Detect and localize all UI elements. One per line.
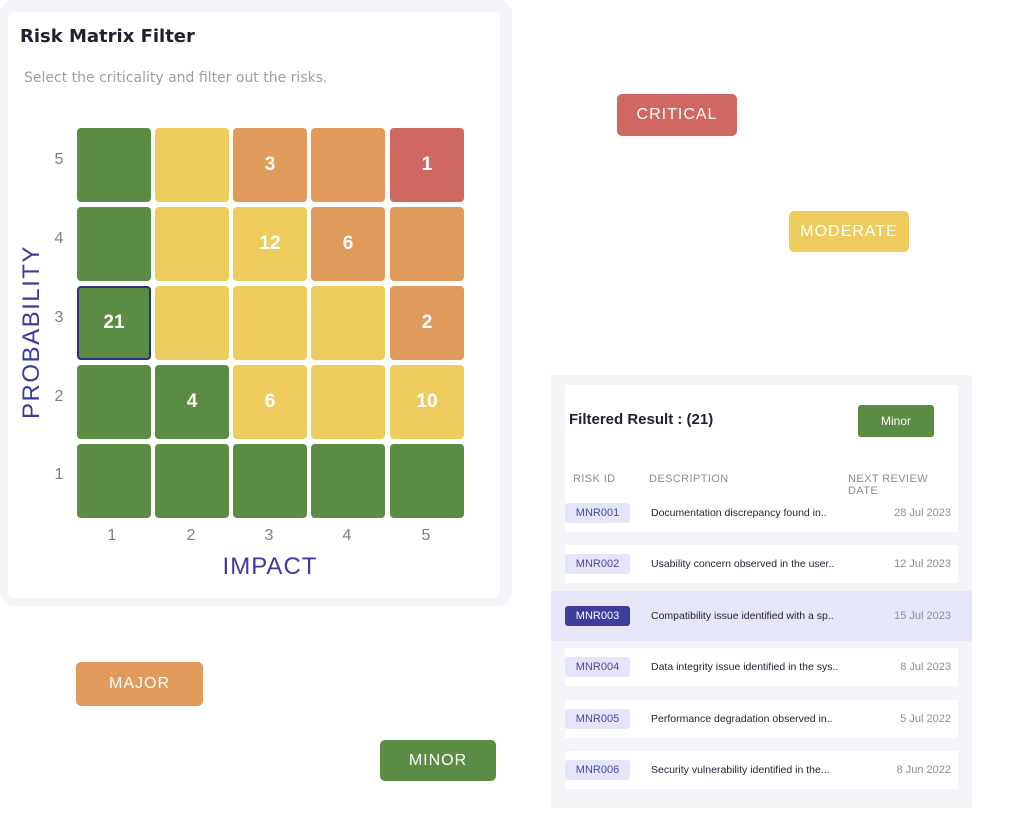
risk-id-badge[interactable]: MNR003 <box>565 606 630 626</box>
matrix-cell[interactable]: 2 <box>390 286 464 360</box>
table-row[interactable]: MNR004 Data integrity issue identified in… <box>565 648 958 686</box>
matrix-cell[interactable]: 3 <box>233 128 307 202</box>
risk-description: Data integrity issue identified in the s… <box>651 661 839 673</box>
next-review-date: 12 Jul 2023 <box>894 558 951 570</box>
y-tick-5: 5 <box>54 151 64 168</box>
matrix-cell[interactable] <box>311 365 385 439</box>
matrix-cell[interactable] <box>390 207 464 281</box>
risk-id-badge[interactable]: MNR001 <box>565 503 630 523</box>
matrix-cell[interactable]: 21 <box>77 286 151 360</box>
matrix-cell[interactable] <box>77 365 151 439</box>
minor-filter-button[interactable]: Minor <box>858 405 934 437</box>
major-tag[interactable]: MAJOR <box>76 662 203 706</box>
matrix-cell[interactable]: 1 <box>390 128 464 202</box>
x-axis-label: IMPACT <box>222 553 318 580</box>
matrix-cell[interactable] <box>155 286 229 360</box>
matrix-cell[interactable] <box>77 128 151 202</box>
next-review-date: 8 Jun 2022 <box>896 764 951 776</box>
column-header-description[interactable]: DESCRIPTION <box>649 473 729 485</box>
x-tick-1: 1 <box>107 527 117 544</box>
matrix-cell[interactable] <box>233 444 307 518</box>
y-tick-3: 3 <box>54 309 64 326</box>
critical-tag[interactable]: CRITICAL <box>617 94 737 136</box>
risk-id-badge[interactable]: MNR006 <box>565 760 630 780</box>
matrix-cell[interactable]: 12 <box>233 207 307 281</box>
matrix-cell[interactable]: 6 <box>233 365 307 439</box>
moderate-tag[interactable]: MODERATE <box>789 211 909 252</box>
matrix-subtitle: Select the criticality and filter out th… <box>24 70 328 86</box>
minor-tag[interactable]: MINOR <box>380 740 496 781</box>
matrix-cell[interactable] <box>155 207 229 281</box>
risk-description: Security vulnerability identified in the… <box>651 764 830 776</box>
matrix-title: Risk Matrix Filter <box>20 26 195 47</box>
matrix-cell[interactable] <box>311 286 385 360</box>
matrix-cell[interactable] <box>155 128 229 202</box>
filtered-result-header: Filtered Result : (21) Minor RISK ID DES… <box>565 385 958 497</box>
matrix-cell[interactable]: 10 <box>390 365 464 439</box>
matrix-cell[interactable] <box>311 444 385 518</box>
table-row[interactable]: MNR006 Security vulnerability identified … <box>565 751 958 789</box>
x-tick-2: 2 <box>186 527 196 544</box>
risk-matrix-card: Risk Matrix Filter Select the criticalit… <box>0 0 512 606</box>
next-review-date: 8 Jul 2023 <box>900 661 951 673</box>
risk-description: Usability concern observed in the user.. <box>651 558 835 570</box>
table-row[interactable]: MNR005 Performance degradation observed i… <box>565 700 958 738</box>
next-review-date: 28 Jul 2023 <box>894 507 951 519</box>
matrix-cell[interactable] <box>77 444 151 518</box>
y-axis-label: PROBABILITY <box>18 245 45 419</box>
x-tick-5: 5 <box>421 527 431 544</box>
filtered-result-panel: Filtered Result : (21) Minor RISK ID DES… <box>551 375 972 808</box>
y-tick-2: 2 <box>54 388 64 405</box>
next-review-date: 5 Jul 2022 <box>900 713 951 725</box>
y-tick-4: 4 <box>54 230 64 247</box>
matrix-cell[interactable] <box>390 444 464 518</box>
risk-id-badge[interactable]: MNR002 <box>565 554 630 574</box>
matrix-cell[interactable] <box>311 128 385 202</box>
next-review-date: 15 Jul 2023 <box>894 610 951 622</box>
risk-description: Documentation discrepancy found in.. <box>651 507 827 519</box>
matrix-cell[interactable] <box>77 207 151 281</box>
y-tick-1: 1 <box>54 466 64 483</box>
matrix-cell[interactable]: 6 <box>311 207 385 281</box>
matrix-cell[interactable] <box>233 286 307 360</box>
risk-id-badge[interactable]: MNR005 <box>565 709 630 729</box>
risk-description: Performance degradation observed in.. <box>651 713 833 725</box>
x-tick-3: 3 <box>264 527 274 544</box>
filtered-result-title: Filtered Result : (21) <box>569 411 714 428</box>
matrix-cell[interactable] <box>155 444 229 518</box>
table-row[interactable]: MNR003 Compatibility issue identified wit… <box>551 591 972 641</box>
table-row[interactable]: MNR001 Documentation discrepancy found in… <box>565 494 958 532</box>
matrix-cell[interactable]: 4 <box>155 365 229 439</box>
column-header-risk-id[interactable]: RISK ID <box>573 473 616 485</box>
risk-description: Compatibility issue identified with a sp… <box>651 610 834 622</box>
risk-id-badge[interactable]: MNR004 <box>565 657 630 677</box>
table-row[interactable]: MNR002 Usability concern observed in the … <box>565 545 958 583</box>
x-tick-4: 4 <box>342 527 352 544</box>
